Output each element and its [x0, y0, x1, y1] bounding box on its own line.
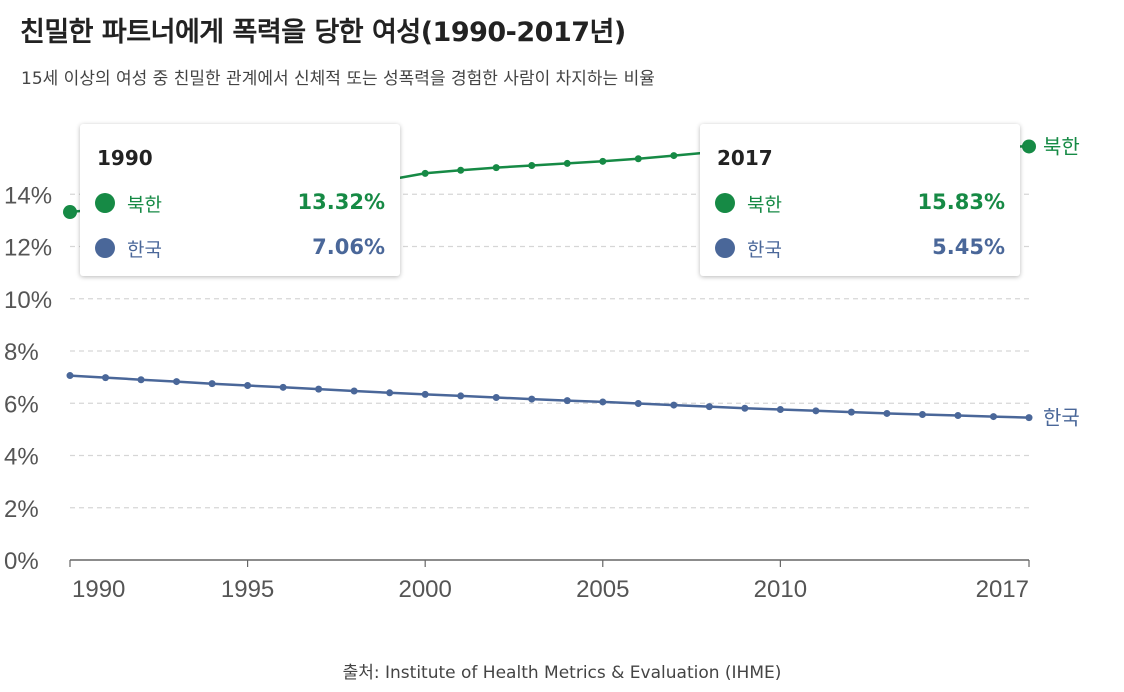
south-korea-legend-dot [715, 238, 735, 258]
tooltip-series-value: 13.32% [297, 190, 385, 214]
south-korea-data-point [634, 400, 642, 408]
tooltip-row-north-korea: 북한 15.83% [715, 190, 1005, 216]
north-korea-data-point [421, 169, 429, 177]
south-korea-legend-dot [95, 238, 115, 258]
north-korea-data-point [563, 159, 571, 167]
south-korea-data-point [883, 409, 891, 417]
tooltip-series-label: 북한 [127, 194, 162, 216]
x-tick-label: 2010 [754, 576, 807, 603]
tooltip-row-south-korea: 한국 7.06% [95, 235, 385, 261]
north-korea-data-point [457, 166, 465, 174]
y-tick-label: 6% [4, 391, 39, 418]
tooltip-1990: 1990 북한 13.32% 한국 7.06% [80, 124, 400, 276]
tooltip-series-label: 북한 [747, 194, 782, 216]
south-korea-data-point [208, 380, 216, 388]
chart-source: 출처: Institute of Health Metrics & Evalua… [342, 663, 782, 683]
chart-title: 친밀한 파트너에게 폭력을 당한 여성(1990-2017년) [20, 17, 626, 48]
south-korea-data-point [528, 395, 536, 403]
south-korea-data-point [741, 404, 749, 412]
south-korea-data-point [386, 389, 394, 397]
y-tick-label: 8% [4, 339, 39, 366]
y-tick-label: 4% [4, 444, 39, 471]
south-korea-data-point [847, 408, 855, 416]
south-korea-data-point [670, 401, 678, 409]
south-korea-data-point [918, 410, 926, 418]
north-korea-data-point [634, 155, 642, 163]
south-korea-data-point [989, 413, 997, 421]
south-korea-data-point [563, 397, 571, 405]
north-korea-legend-dot [715, 193, 735, 213]
chart-subtitle: 15세 이상의 여성 중 친밀한 관계에서 신체적 또는 성폭력을 경험한 사람… [21, 69, 655, 89]
south-korea-data-point [1025, 414, 1033, 422]
south-korea-data-point [705, 403, 713, 411]
tooltip-year: 2017 [717, 146, 773, 170]
north-korea-data-point [1022, 139, 1036, 154]
south-korea-data-point [279, 383, 287, 391]
north-korea-data-point [492, 164, 500, 172]
tooltip-2017: 2017 북한 15.83% 한국 5.45% [700, 124, 1020, 276]
north-korea-data-point [63, 205, 77, 220]
south-korea-data-point [173, 378, 181, 386]
south-korea-end-label: 한국 [1043, 406, 1080, 430]
south-korea-data-point [244, 381, 252, 389]
x-tick-label: 2017 [976, 576, 1029, 603]
x-tick-label: 2000 [398, 576, 451, 603]
tooltip-year: 1990 [97, 146, 153, 170]
south-korea-data-point [812, 407, 820, 415]
tooltip-row-north-korea: 북한 13.32% [95, 190, 385, 216]
north-korea-data-point [599, 157, 607, 165]
y-tick-label: 10% [4, 287, 52, 314]
x-tick-label: 2005 [576, 576, 629, 603]
south-korea-data-point [954, 412, 962, 420]
tooltip-series-value: 7.06% [312, 235, 385, 259]
north-korea-data-point [528, 162, 536, 170]
south-korea-data-point [492, 394, 500, 402]
tooltip-row-south-korea: 한국 5.45% [715, 235, 1005, 261]
south-korea-data-point [776, 406, 784, 414]
north-korea-end-label: 북한 [1043, 134, 1080, 158]
tooltip-series-label: 한국 [127, 239, 162, 261]
north-korea-data-point [670, 152, 678, 160]
tooltip-series-label: 한국 [747, 239, 782, 261]
south-korea-data-point [66, 372, 74, 380]
south-korea-data-point [421, 390, 429, 398]
south-korea-series-line [69, 374, 1030, 419]
y-tick-label: 2% [4, 496, 39, 523]
x-tick-label: 1990 [72, 576, 125, 603]
north-korea-legend-dot [95, 193, 115, 213]
tooltip-series-value: 5.45% [932, 235, 1005, 259]
south-korea-data-point [315, 385, 323, 393]
y-tick-label: 0% [4, 548, 39, 575]
south-korea-data-point [102, 374, 110, 382]
y-tick-label: 12% [4, 235, 52, 262]
south-korea-data-point [137, 376, 145, 384]
y-tick-label: 14% [4, 182, 52, 209]
x-tick-label: 1995 [221, 576, 274, 603]
south-korea-data-point [457, 392, 465, 400]
tooltip-series-value: 15.83% [917, 190, 1005, 214]
south-korea-data-point [350, 387, 358, 395]
south-korea-data-point [599, 398, 607, 406]
